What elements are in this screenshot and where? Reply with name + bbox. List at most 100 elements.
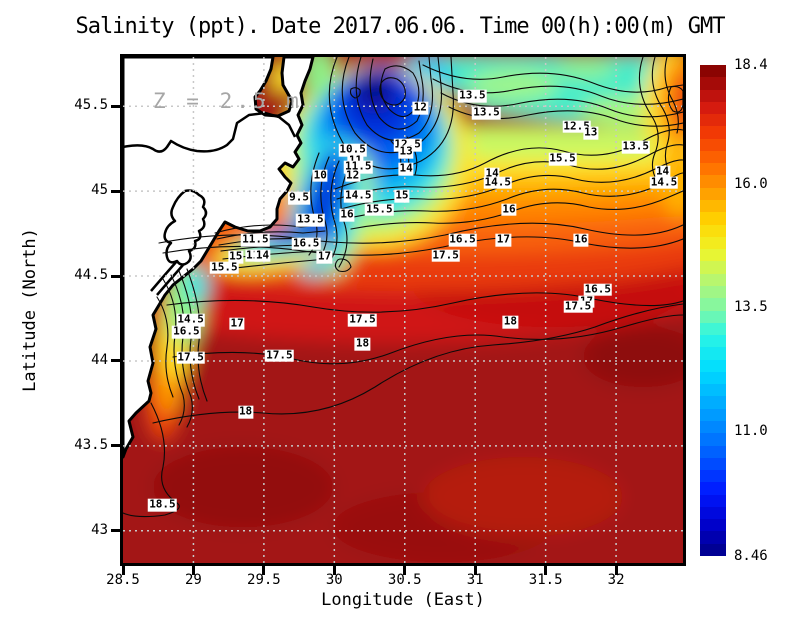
colorbar-segment (700, 77, 726, 91)
colorbar-segment (700, 236, 726, 250)
contour-label: 10 (312, 168, 328, 183)
colorbar-segment (700, 150, 726, 164)
contour-label: 14.5 (344, 188, 373, 203)
y-tick (111, 444, 120, 448)
contour-label: 16.5 (583, 282, 613, 296)
x-tick (191, 566, 195, 575)
colorbar-segment (700, 163, 726, 176)
y-tick-label: 45.5 (74, 97, 108, 114)
colorbar-segment (700, 445, 726, 459)
contour-label: 14 (254, 248, 271, 262)
contour-label: 17.5 (348, 312, 377, 327)
contour-label: 17 (495, 233, 511, 247)
colorbar-label: 13.5 (734, 299, 768, 316)
colorbar-segment (700, 273, 726, 287)
colorbar-segment (700, 187, 726, 201)
contour-label: 13.5 (296, 212, 325, 227)
colorbar-segment (700, 310, 726, 324)
map-area: 10.5 11 11.5 12 12 13.5 13.5 12.5 13 13.5 12.5 13 14… (120, 54, 686, 566)
colorbar-segment (700, 65, 726, 78)
y-tick (111, 359, 120, 363)
y-tick (111, 274, 120, 278)
contour-label: 18 (354, 336, 371, 351)
x-tick-label: 31.5 (528, 572, 563, 588)
colorbar-segment (700, 212, 726, 226)
colorbar-segment (700, 531, 726, 545)
contour-label: 16.5 (291, 236, 321, 251)
contour-label: 14.5 (649, 175, 679, 189)
colorbar-segment (700, 494, 726, 508)
contour-label: 17.5 (265, 348, 294, 363)
x-axis-label: Longitude (East) (321, 590, 485, 610)
colorbar-segment (700, 347, 726, 361)
x-tick-label: 30.5 (387, 572, 422, 588)
colorbar-label: 11.0 (734, 422, 768, 439)
contour-label: 16.5 (448, 233, 477, 247)
coastline (123, 57, 315, 459)
colorbar-label: 16.0 (734, 175, 768, 192)
colorbar-segment (700, 519, 726, 532)
colorbar (700, 65, 726, 557)
colorbar-segment (700, 482, 726, 496)
colorbar-segment (700, 175, 726, 189)
y-tick-label: 43 (91, 521, 108, 538)
colorbar-segment (700, 470, 726, 483)
colorbar-segment (700, 371, 726, 385)
contour-label: 11.5 (241, 233, 270, 247)
contour-label: 13.5 (621, 139, 651, 154)
x-tick-label: 29 (185, 572, 202, 588)
y-tick (111, 529, 120, 533)
x-tick (262, 566, 266, 575)
contour-label: 13.5 (458, 88, 487, 103)
contour-label: 17.5 (563, 299, 593, 313)
x-tick (544, 566, 548, 575)
contour-label: 17 (316, 250, 333, 264)
contour-label: 9.5 (288, 190, 311, 205)
colorbar-segment (700, 420, 726, 434)
colorbar-segment (700, 101, 726, 115)
contour-labels-layer: 10.5 11 11.5 12 12 13.5 13.5 12.5 13 13.5 12.5 13 14… (123, 57, 683, 563)
colorbar-segment (700, 408, 726, 422)
contour-label: 13.5 (472, 105, 501, 120)
x-tick-label: 31 (466, 572, 484, 588)
depth-annotation: Z = 2.5 m (153, 89, 303, 113)
contour-label: 15.5 (365, 202, 394, 217)
colorbar-segment (700, 359, 726, 373)
y-tick (111, 104, 120, 108)
y-tick (111, 189, 120, 193)
colorbar-segment (700, 200, 726, 213)
x-tick-label: 28.5 (106, 572, 140, 588)
contour-label: 12 (345, 168, 361, 183)
y-axis-label: Latitude (North) (20, 228, 40, 392)
colorbar-segment (700, 249, 726, 262)
contour-label: 16 (339, 207, 355, 222)
y-tick-label: 43.5 (74, 436, 108, 453)
colorbar-segment (700, 261, 726, 275)
contour-label: 15.5 (210, 260, 239, 274)
x-tick-label: 32 (607, 572, 625, 588)
lagoon-outline (163, 189, 208, 266)
x-tick (403, 566, 407, 575)
contour-label: 15 (228, 250, 244, 264)
colorbar-segment (700, 384, 726, 397)
x-tick-label: 29.5 (247, 572, 281, 588)
x-tick (473, 566, 477, 575)
colorbar-segment (700, 396, 726, 410)
colorbar-segment (700, 322, 726, 336)
contour-label: 13 (583, 126, 599, 140)
contour-label: 14 (654, 165, 671, 179)
contour-label: 18 (502, 314, 519, 329)
colorbar-segment (700, 114, 726, 127)
y-tick-label: 44 (91, 351, 108, 368)
contour-label: 16.5 (172, 324, 201, 339)
contour-label: 18.5 (148, 497, 177, 512)
river-line (123, 111, 297, 153)
colorbar-segment (700, 433, 726, 447)
contour-label: 18 (237, 404, 254, 419)
x-tick (121, 566, 125, 575)
x-tick-label: 30 (325, 572, 343, 588)
plot-title: Salinity (ppt). Date 2017.06.06. Time 00… (75, 14, 726, 39)
colorbar-segment (700, 89, 726, 103)
colorbar-segment (700, 126, 726, 140)
